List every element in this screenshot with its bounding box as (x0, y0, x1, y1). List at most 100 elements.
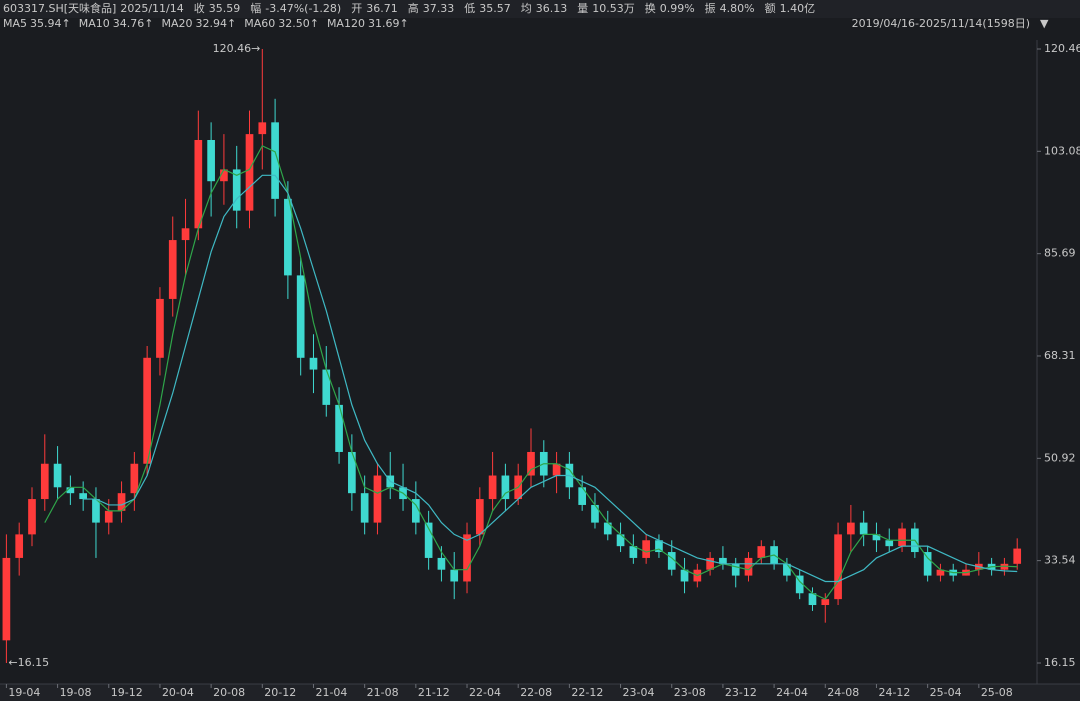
x-tick-label: 21-04 (315, 686, 347, 699)
candle-body (412, 499, 420, 523)
candle-body (808, 593, 817, 606)
candle-body (616, 534, 625, 547)
x-tick-label: 22-08 (520, 686, 552, 699)
candle-body (450, 569, 459, 582)
ma-legend-value: 34.76↑ (113, 17, 154, 30)
range-toggle[interactable]: ▼ (1040, 17, 1049, 30)
x-tick-label: 22-12 (571, 686, 603, 699)
candle-body (898, 528, 906, 547)
x-tick-label: 21-12 (418, 686, 450, 699)
ma-legend-label: MA5 (3, 17, 27, 30)
candle-body (28, 499, 36, 535)
candle-body (527, 451, 535, 476)
ma-legend-value: 31.69↑ (368, 17, 409, 30)
x-axis-band (0, 684, 1080, 701)
ma-legend-value: 32.94↑ (195, 17, 236, 30)
candle-body (245, 134, 254, 211)
candle-body (348, 451, 356, 494)
candle-body (335, 404, 343, 452)
candle-body (271, 122, 279, 199)
candle-body (373, 475, 382, 523)
candle-body (2, 557, 11, 641)
candle-body (181, 228, 190, 241)
x-tick-label: 22-04 (469, 686, 501, 699)
x-tick-label: 23-04 (623, 686, 655, 699)
candle-body (92, 499, 100, 523)
header-value: -3.47%(-1.28) (265, 2, 341, 15)
candle-body (463, 534, 471, 582)
header-value: 35.57 (479, 2, 511, 15)
y-tick-label: 16.15 (1044, 656, 1076, 669)
x-tick-label: 23-08 (674, 686, 706, 699)
y-tick-label: 103.08 (1044, 144, 1080, 157)
candle-body (296, 275, 305, 358)
candle-body (117, 493, 126, 511)
header-value: 2025/11/14 (120, 2, 183, 15)
ma-legend-label: MA10 (79, 17, 110, 30)
header-label: 开 (351, 2, 362, 15)
x-tick-label: 25-08 (981, 686, 1013, 699)
x-tick-label: 25-04 (930, 686, 962, 699)
ma-legend-label: MA20 (161, 17, 192, 30)
candle-body (936, 569, 945, 576)
candle-body (719, 557, 727, 564)
candle-body (309, 357, 318, 370)
candle-body (834, 534, 842, 600)
ma-legend-label: MA120 (327, 17, 365, 30)
candle-body (680, 569, 689, 582)
header-label: 低 (464, 2, 475, 15)
candle-body (872, 534, 881, 541)
y-tick-label: 85.69 (1044, 247, 1076, 260)
header-label: 高 (408, 1, 419, 15)
header-value: 10.53万 (592, 2, 635, 15)
candle-body (591, 504, 599, 523)
candle-body (642, 540, 650, 558)
date-range: 2019/04/16-2025/11/14(1598日) (852, 17, 1030, 30)
candle-body (795, 575, 804, 594)
candle-body (603, 522, 612, 535)
candle-body (655, 540, 663, 553)
candle-body (501, 475, 510, 500)
candle-body (130, 463, 139, 494)
ma-legend-label: MA60 (244, 17, 275, 30)
header-label: 额 (765, 2, 776, 15)
x-tick-label: 23-12 (725, 686, 757, 699)
x-tick-label: 19-08 (60, 686, 92, 699)
candle-body (53, 463, 62, 488)
candle-body (1013, 548, 1022, 564)
header-label: 振 (705, 1, 716, 15)
header-label: 均 (521, 2, 532, 15)
candle-body (859, 522, 868, 535)
x-tick-label: 24-08 (827, 686, 859, 699)
candle-body (156, 298, 164, 358)
candle-body (923, 552, 932, 576)
header-value: 37.33 (423, 2, 455, 15)
candle-body (15, 534, 24, 558)
ma-legend-value: 32.50↑ (278, 17, 319, 30)
x-tick-label: 24-04 (776, 686, 808, 699)
candle-body (168, 240, 177, 299)
candle-body (194, 140, 203, 229)
header-value: 1.40亿 (780, 2, 816, 15)
header-value: 36.71 (366, 2, 398, 15)
candle-body (783, 563, 791, 576)
x-tick-label: 24-12 (878, 686, 910, 699)
x-tick-label: 19-04 (8, 686, 40, 699)
candle-body (744, 557, 753, 576)
max-annotation: 120.46→ (213, 42, 261, 55)
candle-body (488, 475, 497, 500)
header-label: 量 (577, 2, 588, 15)
candle-body (40, 463, 49, 500)
candle-body (232, 169, 241, 211)
candle-body (322, 369, 331, 405)
candle-body (437, 557, 446, 570)
header-value: 0.99% (660, 2, 695, 15)
y-tick-label: 33.54 (1044, 554, 1076, 567)
x-tick-label: 20-04 (162, 686, 194, 699)
x-tick-label: 19-12 (111, 686, 143, 699)
candle-body (66, 487, 75, 494)
candle-body (79, 493, 88, 500)
header-label: 603317.SH[天味食品] (3, 1, 116, 15)
